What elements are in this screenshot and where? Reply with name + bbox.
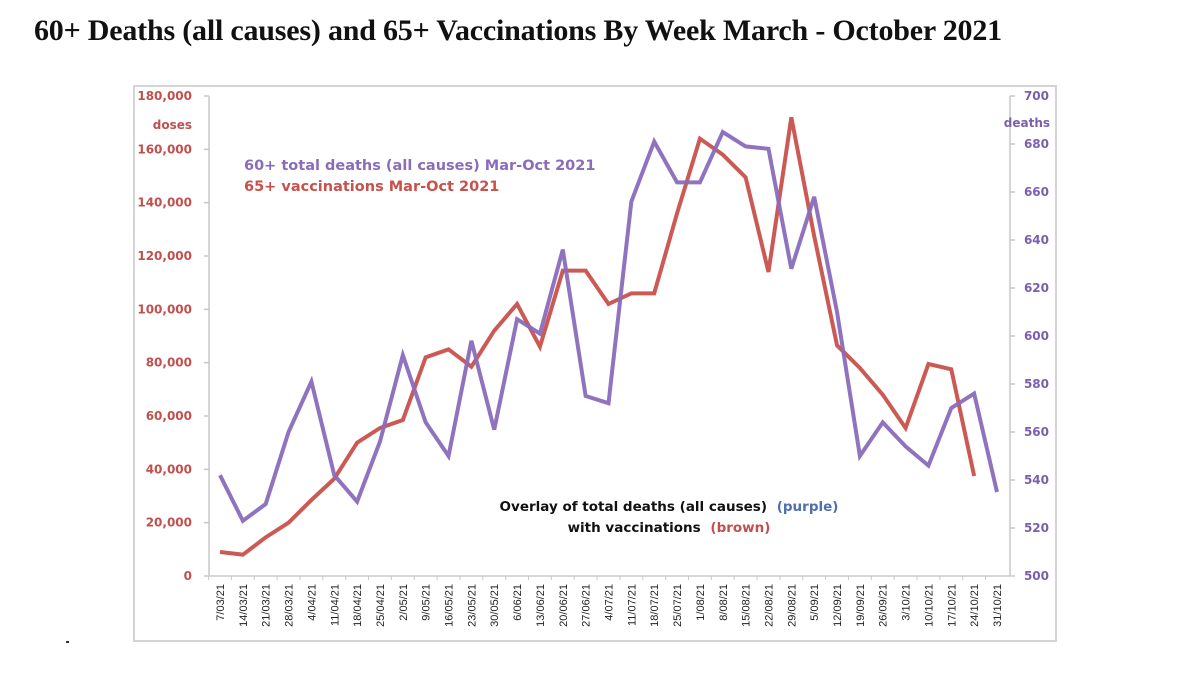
- chart-frame: [133, 85, 1057, 642]
- x-tick-label: 21/03/21: [261, 584, 273, 627]
- legend-entry-vaccinations: 65+ vaccinations Mar-Oct 2021: [244, 179, 499, 195]
- right-axis-label: deaths: [1004, 116, 1050, 130]
- right-tick-label: 680: [1024, 137, 1049, 151]
- x-tick-label: 8/08/21: [718, 584, 730, 621]
- x-tick-label: 1/08/21: [695, 584, 707, 621]
- x-tick-label: 25/04/21: [375, 584, 387, 627]
- legend: 60+ total deaths (all causes) Mar-Oct 20…: [244, 158, 595, 195]
- x-tick-label: 29/08/21: [786, 584, 798, 627]
- x-tick-label: 22/08/21: [763, 584, 775, 627]
- series-vaccinations: [219, 116, 977, 557]
- left-tick-label: 60,000: [146, 409, 192, 423]
- x-tick-label: 11/07/21: [626, 584, 638, 626]
- left-tick-label: 120,000: [137, 249, 192, 263]
- x-tick-label: 12/09/21: [832, 584, 844, 627]
- right-tick-label: 620: [1024, 281, 1049, 295]
- x-tick-label: 7/03/21: [215, 584, 227, 621]
- left-tick-label: 100,000: [137, 302, 192, 316]
- right-tick-label: 540: [1024, 473, 1049, 487]
- series-deaths: [218, 129, 999, 524]
- right-tick-label: 700: [1024, 89, 1049, 103]
- right-tick-label: 520: [1024, 521, 1049, 535]
- x-tick-label: 25/07/21: [672, 584, 684, 627]
- x-tick-label: 6/06/21: [512, 584, 524, 621]
- left-axis: 0 20,000 40,000 60,000 80,000 100,000 120,000 1…: [137, 89, 210, 583]
- left-tick-label: 140,000: [137, 196, 192, 210]
- x-tick-label: 5/09/21: [809, 584, 821, 621]
- annotation-line-1: Overlay of total deaths (all causes) (pu…: [500, 499, 839, 515]
- series-layer: [218, 116, 999, 557]
- annotation-line-2-text: with vaccinations: [568, 520, 701, 536]
- x-tick-label: 16/05/21: [444, 584, 456, 627]
- left-tick-label: 0: [184, 569, 192, 583]
- x-tick-label: 18/04/21: [352, 584, 364, 627]
- x-tick-label: 9/05/21: [421, 584, 433, 621]
- x-tick-label: 28/03/21: [284, 584, 296, 627]
- right-tick-label: 560: [1024, 425, 1049, 439]
- left-tick-label: 180,000: [137, 89, 192, 103]
- x-tick-label: 10/10/21: [923, 584, 935, 627]
- left-tick-label: 20,000: [146, 516, 192, 530]
- x-tick-label: 27/06/21: [581, 584, 593, 627]
- right-tick-label: 660: [1024, 185, 1049, 199]
- annotation-line-2: with vaccinations (brown): [568, 520, 771, 536]
- right-tick-label: 600: [1024, 329, 1049, 343]
- right-axis: 500 520 540 560 580 600 620 640 660 680 700 deaths: [1004, 89, 1050, 583]
- x-tick-label: 31/10/21: [992, 584, 1004, 627]
- left-tick-label: 80,000: [146, 356, 192, 370]
- series-line-vaccinations: [219, 116, 977, 557]
- x-tick-label: 30/05/21: [489, 584, 501, 627]
- x-tick-label: 15/08/21: [741, 584, 753, 627]
- x-axis: 7/03/21 14/03/21 21/03/21 28/03/21 4/04/21 11…: [208, 575, 1010, 627]
- x-tick-label: 2/05/21: [398, 584, 410, 621]
- legend-entry-deaths: 60+ total deaths (all causes) Mar-Oct 20…: [244, 158, 595, 174]
- annotation: Overlay of total deaths (all causes) (pu…: [500, 499, 839, 536]
- x-tick-label: 26/09/21: [878, 584, 890, 627]
- right-tick-label: 500: [1024, 569, 1049, 583]
- x-tick-label: 20/06/21: [558, 584, 570, 627]
- left-tick-label: 40,000: [146, 462, 192, 476]
- annotation-purple-label: (purple): [777, 499, 839, 515]
- x-tick-label: 23/05/21: [466, 584, 478, 627]
- left-tick-label: 160,000: [137, 142, 192, 156]
- x-tick-label: 4/07/21: [604, 584, 616, 621]
- annotation-line-1-text: Overlay of total deaths (all causes): [500, 499, 767, 515]
- x-tick-label: 13/06/21: [535, 584, 547, 627]
- x-tick-label: 24/10/21: [969, 584, 981, 627]
- x-tick-label: 17/10/21: [946, 584, 958, 627]
- x-tick-label: 19/09/21: [855, 584, 867, 627]
- chart-title: 60+ Deaths (all causes) and 65+ Vaccinat…: [34, 14, 1002, 47]
- left-axis-label: doses: [153, 118, 192, 132]
- x-tick-label: 3/10/21: [901, 584, 913, 621]
- x-tick-label: 18/07/21: [649, 584, 661, 627]
- stray-mark: [66, 641, 69, 643]
- x-tick-label: 14/03/21: [238, 584, 250, 627]
- right-tick-label: 640: [1024, 233, 1049, 247]
- x-tick-label: 4/04/21: [306, 584, 318, 621]
- right-tick-label: 580: [1024, 377, 1049, 391]
- annotation-brown-label: (brown): [710, 520, 770, 536]
- x-tick-label: 11/04/21: [329, 584, 341, 626]
